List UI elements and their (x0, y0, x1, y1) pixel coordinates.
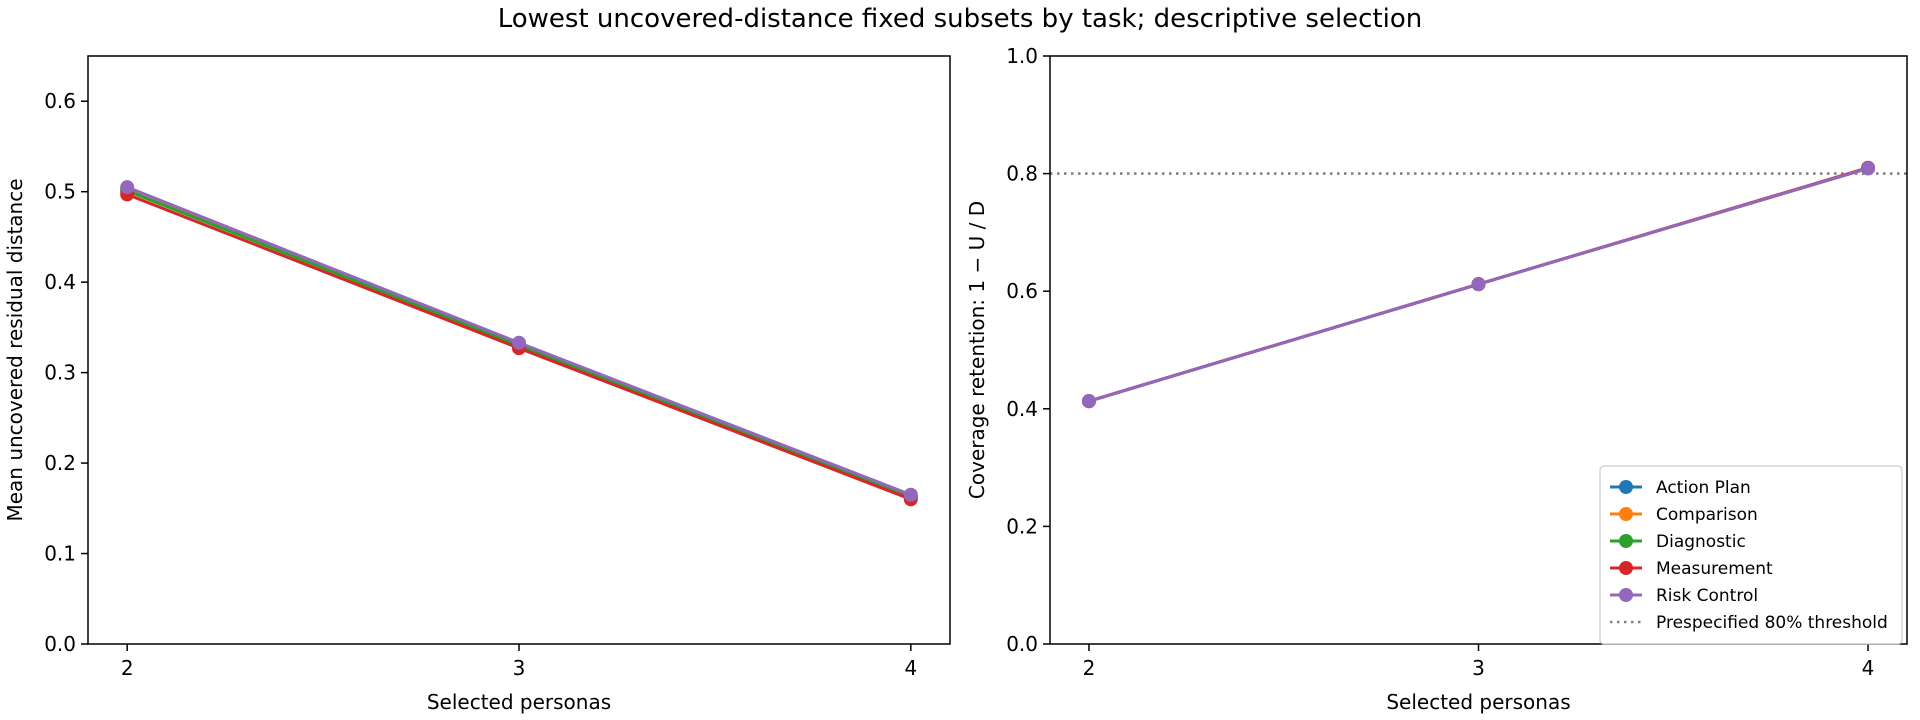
legend-box (1599, 465, 1903, 645)
legend-entry-comparison: Comparison (1610, 505, 1758, 525)
legend: Action Plan Comparison Diagnostic Measureme… (1599, 465, 1903, 645)
y-tick-label: 0.2 (1006, 514, 1038, 538)
panel-right-coverage-retention: 0.0 0.2 0.4 0.6 0.8 1.0 2 3 4 Selected personas Co… (965, 44, 1908, 714)
series-risk-control (1081, 161, 1876, 409)
legend-entry-prespecified-80-threshold: Prespecified 80% threshold (1610, 613, 1888, 633)
legend-label: Comparison (1656, 505, 1758, 525)
y-tick-label: 0.3 (44, 361, 76, 385)
data-point (1471, 277, 1486, 292)
y-tick-label: 0.6 (1006, 279, 1038, 303)
data-point (512, 335, 526, 350)
y-tick-label: 0.5 (44, 180, 76, 204)
y-tick-label: 0.8 (1006, 162, 1038, 186)
y-tick-label: 0.0 (1006, 632, 1038, 656)
figure-title: Lowest uncovered-distance fixed subsets … (498, 4, 1423, 34)
legend-marker (1619, 588, 1633, 602)
legend-entry-action-plan: Action Plan (1610, 478, 1751, 498)
legend-label: Measurement (1656, 559, 1773, 579)
x-tick-label: 4 (904, 656, 917, 680)
y-axis-label: Coverage retention: 1 − U / D (965, 201, 989, 499)
legend-marker (1619, 480, 1633, 494)
legend-entry-diagnostic: Diagnostic (1610, 532, 1746, 552)
data-point (1081, 394, 1096, 409)
legend-label: Diagnostic (1656, 532, 1746, 552)
legend-marker (1619, 507, 1633, 521)
y-tick-label: 1.0 (1006, 44, 1038, 68)
y-axis-label: Mean uncovered residual distance (3, 178, 27, 521)
legend-entry-measurement: Measurement (1610, 559, 1773, 579)
legend-label: Action Plan (1656, 478, 1751, 498)
series-risk-control (120, 180, 918, 502)
x-tick-label: 3 (1472, 656, 1485, 680)
y-tick-label: 0.2 (44, 451, 76, 475)
x-axis-label: Selected personas (1386, 690, 1570, 714)
y-tick-label: 0.4 (44, 270, 76, 294)
y-tick-label: 0.0 (44, 632, 76, 656)
data-point (120, 180, 135, 195)
x-tick-label: 2 (1083, 656, 1096, 680)
y-tick-label: 0.1 (44, 542, 76, 566)
data-point (1861, 161, 1876, 176)
x-axis-label: Selected personas (427, 690, 611, 714)
legend-marker (1619, 561, 1633, 575)
x-tick-label: 4 (1862, 656, 1875, 680)
y-tick-label: 0.4 (1006, 397, 1038, 421)
axes-frame (1049, 55, 1908, 645)
x-tick-label: 3 (513, 656, 526, 680)
x-tick-label: 2 (121, 656, 134, 680)
legend-marker (1619, 534, 1633, 548)
y-tick-label: 0.6 (44, 89, 76, 113)
axes-frame (87, 55, 951, 645)
legend-entry-risk-control: Risk Control (1610, 586, 1758, 606)
data-point (903, 487, 918, 502)
panel-left-uncovered-distance: 0.0 0.1 0.2 0.3 0.4 0.5 0.6 2 3 4 Selected persona… (3, 55, 951, 714)
legend-label: Risk Control (1656, 586, 1758, 606)
legend-label: Prespecified 80% threshold (1656, 613, 1888, 633)
